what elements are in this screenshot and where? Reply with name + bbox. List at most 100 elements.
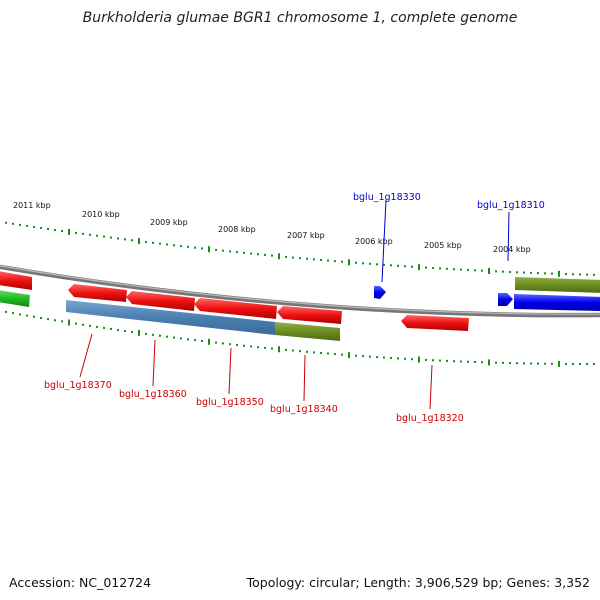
gene-label-bglu-1g18330[interactable]: bglu_1g18330 (353, 192, 421, 203)
scale-tick-minor (313, 351, 315, 354)
gene-label-bglu-1g18340[interactable]: bglu_1g18340 (270, 404, 338, 415)
gene-label-bglu-1g18370[interactable]: bglu_1g18370 (44, 380, 112, 391)
scale-tick-minor (453, 268, 455, 271)
gene-bglu-1g18370-arrow[interactable] (68, 284, 127, 302)
scale-labels: 2011 kbp 2010 kbp 2009 kbp 2008 kbp 2007… (13, 201, 531, 254)
scale-tick-minor (5, 221, 7, 224)
gene-label-bglu-1g18360[interactable]: bglu_1g18360 (119, 389, 187, 400)
genome-backbone (0, 264, 600, 318)
scale-tick-minor (446, 267, 448, 270)
scale-tick-minor (33, 225, 35, 228)
region-green-left-edge (0, 290, 30, 307)
scale-tick-major (488, 359, 490, 366)
gene-label-bglu-1g18320[interactable]: bglu_1g18320 (396, 413, 464, 424)
scale-label: 2010 kbp (82, 210, 120, 219)
scale-tick-minor (103, 235, 105, 238)
scale-tick-minor (341, 260, 343, 263)
scale-tick-minor (516, 271, 518, 274)
gene-bglu-1g18320-arrow[interactable] (401, 315, 469, 331)
scale-label: 2008 kbp (218, 225, 256, 234)
scale-tick-minor (390, 264, 392, 267)
scale-tick-minor (19, 313, 21, 316)
scale-tick-minor (537, 272, 539, 275)
scale-tick-minor (411, 265, 413, 268)
gene-red-left-edge[interactable] (0, 271, 32, 290)
scale-tick-minor (544, 272, 546, 275)
scale-tick-minor (565, 273, 567, 276)
scale-tick-minor (215, 341, 217, 344)
scale-tick-minor (131, 330, 133, 333)
gene-label-bglu-1g18310[interactable]: bglu_1g18310 (477, 200, 545, 211)
scale-tick-minor (376, 356, 378, 359)
scale-tick-minor (439, 267, 441, 270)
scale-tick-minor (145, 332, 147, 335)
scale-tick-minor (5, 310, 7, 313)
scale-tick-major (488, 268, 490, 275)
scale-tick-minor (250, 345, 252, 348)
scale-tick-minor (579, 273, 581, 276)
scale-tick-minor (61, 320, 63, 323)
scale-tick-minor (502, 361, 504, 364)
gene-bglu-1g18360-arrow[interactable] (126, 291, 195, 311)
map-title: Burkholderia glumae BGR1 chromosome 1, c… (82, 10, 518, 26)
scale-tick-minor (222, 342, 224, 345)
scale-tick-minor (362, 355, 364, 358)
scale-tick-minor (390, 356, 392, 359)
scale-tick-minor (229, 250, 231, 253)
scale-tick-minor (362, 262, 364, 265)
scale-label: 2004 kbp (493, 245, 531, 254)
scale-tick-major (68, 228, 70, 235)
scale-tick-minor (404, 357, 406, 360)
scale-tick-major (68, 319, 70, 326)
scale-tick-minor (271, 347, 273, 350)
accession-text: Accession: NC_012724 (9, 575, 152, 590)
scale-tick-minor (593, 363, 595, 366)
region-olive-top (515, 277, 600, 293)
gene-bglu-1g18340-arrow[interactable] (277, 306, 342, 324)
scale-tick-minor (544, 362, 546, 365)
gene-bglu-1g18310[interactable] (498, 293, 513, 306)
scale-tick-minor (250, 252, 252, 255)
scale-tick-minor (124, 329, 126, 332)
scale-tick-minor (159, 242, 161, 245)
scale-tick-minor (586, 273, 588, 276)
scale-tick-minor (467, 360, 469, 363)
scale-tick-minor (320, 258, 322, 261)
scale-tick-major (208, 338, 210, 345)
scale-tick-minor (110, 327, 112, 330)
scale-tick-minor (40, 316, 42, 319)
scale-tick-minor (481, 269, 483, 272)
gene-label-bglu-1g18350[interactable]: bglu_1g18350 (196, 397, 264, 408)
scale-tick-minor (47, 318, 49, 321)
scale-tick-minor (187, 245, 189, 248)
scale-tick-minor (187, 338, 189, 341)
scale-tick-major (558, 360, 560, 367)
scale-tick-minor (222, 249, 224, 252)
scale-tick-minor (355, 354, 357, 357)
scale-tick-minor (411, 358, 413, 361)
scale-tick-minor (516, 362, 518, 365)
scale-tick-minor (243, 251, 245, 254)
gene-bglu-1g18330[interactable] (374, 286, 386, 299)
scale-tick-minor (89, 324, 91, 327)
scale-label: 2011 kbp (13, 201, 51, 210)
scale-tick-minor (264, 346, 266, 349)
scale-tick-minor (376, 263, 378, 266)
scale-tick-minor (551, 362, 553, 365)
scale-tick-minor (292, 256, 294, 259)
scale-tick-minor (124, 238, 126, 241)
outer-scale-track (5, 221, 595, 277)
scale-tick-minor (474, 269, 476, 272)
scale-tick-minor (369, 355, 371, 358)
scale-tick-minor (446, 359, 448, 362)
scale-tick-minor (152, 333, 154, 336)
scale-tick-minor (110, 236, 112, 239)
scale-tick-minor (509, 270, 511, 273)
scale-tick-minor (320, 351, 322, 354)
scale-tick-minor (33, 315, 35, 318)
scale-tick-minor (257, 253, 259, 256)
scale-tick-minor (495, 270, 497, 273)
gene-bglu-1g18350-arrow[interactable] (194, 298, 277, 319)
scale-tick-minor (243, 344, 245, 347)
gene-forward-blue-right[interactable] (514, 294, 600, 311)
